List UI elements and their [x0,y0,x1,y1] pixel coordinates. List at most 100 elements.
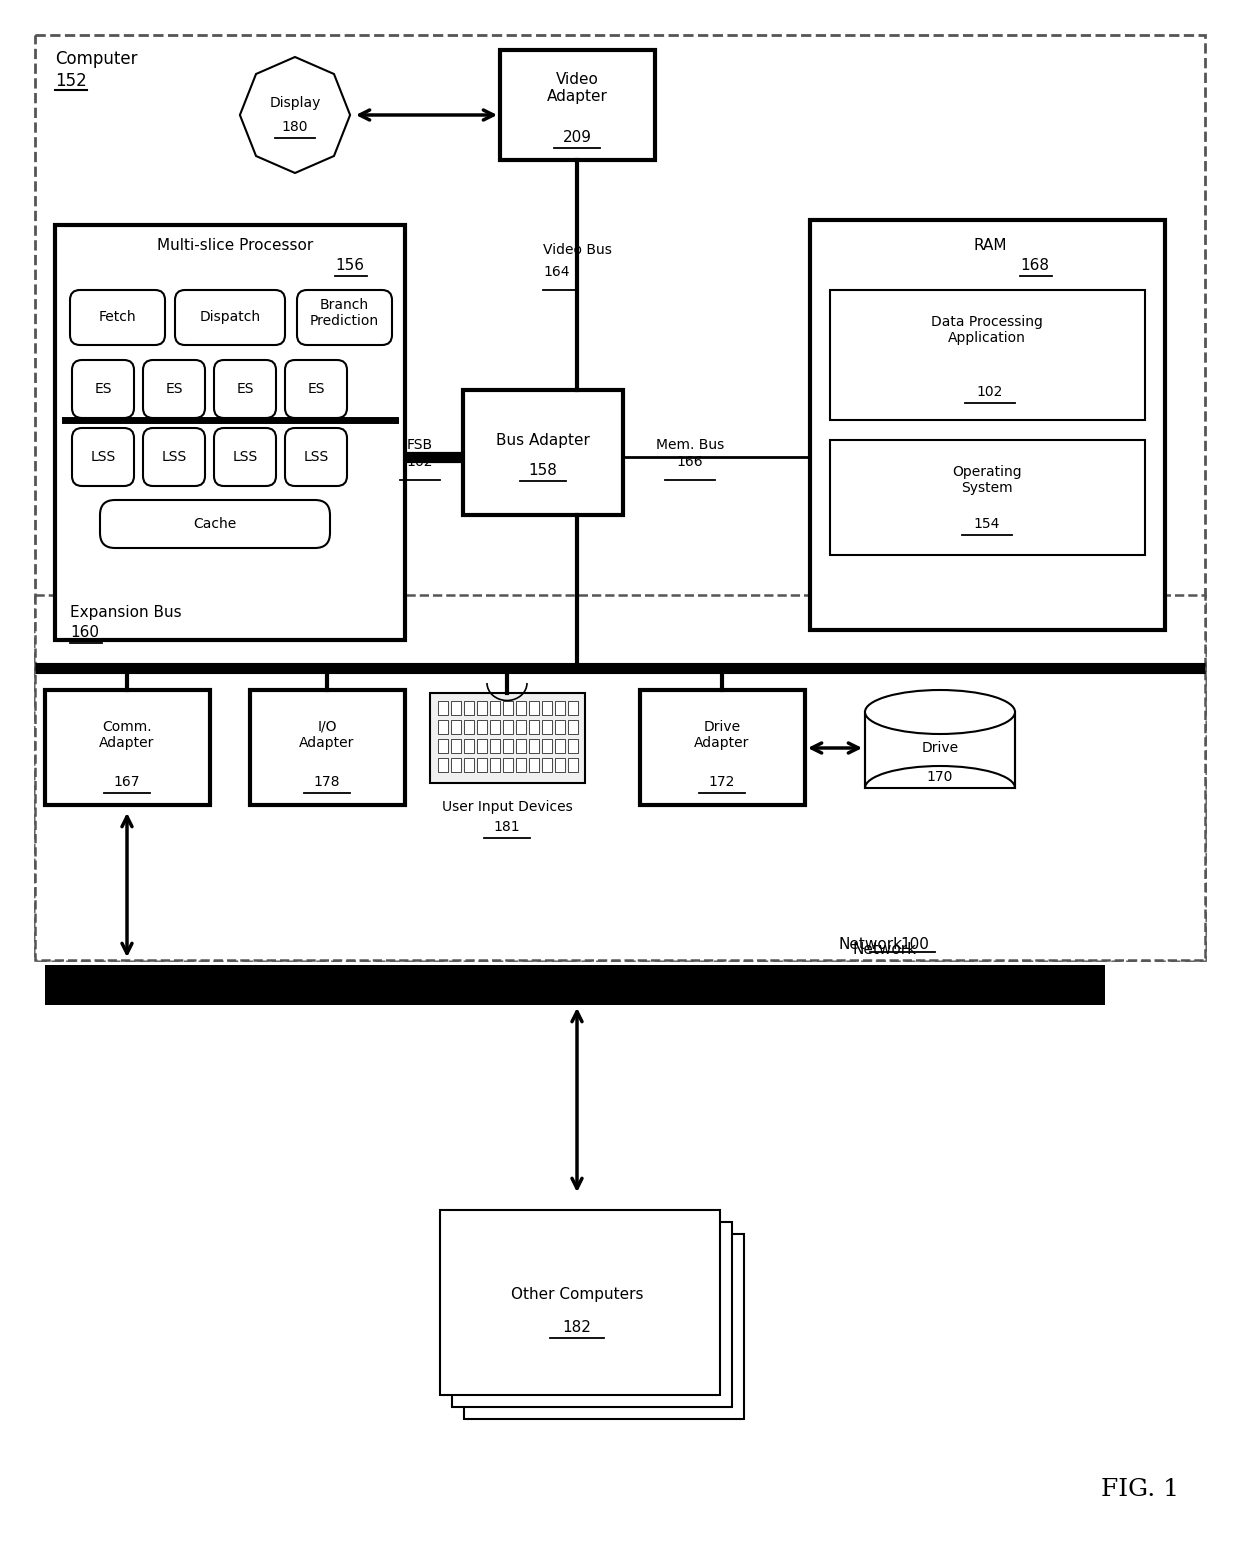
FancyBboxPatch shape [438,739,448,753]
Text: 160: 160 [69,625,99,640]
Text: Display: Display [269,96,321,110]
FancyBboxPatch shape [830,291,1145,421]
FancyBboxPatch shape [503,720,513,734]
Text: 156: 156 [335,258,365,274]
FancyBboxPatch shape [451,739,461,753]
Text: Expansion Bus: Expansion Bus [69,604,181,620]
Text: 178: 178 [314,775,340,788]
Text: FSB: FSB [407,438,433,451]
FancyBboxPatch shape [542,739,552,753]
FancyBboxPatch shape [285,360,347,417]
Text: 181: 181 [494,819,521,833]
FancyBboxPatch shape [556,758,565,771]
Text: 102: 102 [977,385,1003,399]
FancyBboxPatch shape [490,739,500,753]
Text: LSS: LSS [91,450,115,464]
Text: Comm.
Adapter: Comm. Adapter [99,720,155,750]
FancyBboxPatch shape [464,720,474,734]
FancyBboxPatch shape [285,428,347,485]
FancyBboxPatch shape [453,1221,732,1407]
FancyBboxPatch shape [430,693,585,782]
FancyBboxPatch shape [503,758,513,771]
FancyBboxPatch shape [810,220,1166,631]
Text: 164: 164 [543,264,569,278]
Text: Other Computers: Other Computers [511,1288,644,1302]
FancyBboxPatch shape [568,758,578,771]
FancyBboxPatch shape [490,700,500,714]
Text: LSS: LSS [232,450,258,464]
FancyBboxPatch shape [215,360,277,417]
FancyBboxPatch shape [477,720,487,734]
FancyBboxPatch shape [451,720,461,734]
FancyBboxPatch shape [464,1234,744,1419]
Text: I/O
Adapter: I/O Adapter [299,720,355,750]
FancyBboxPatch shape [477,700,487,714]
FancyBboxPatch shape [55,226,405,640]
FancyBboxPatch shape [440,1211,720,1394]
Text: Data Processing
Application: Data Processing Application [931,315,1043,345]
FancyBboxPatch shape [529,720,539,734]
Text: Operating
System: Operating System [952,465,1022,495]
Text: Drive: Drive [921,741,959,754]
FancyBboxPatch shape [568,739,578,753]
FancyBboxPatch shape [556,739,565,753]
FancyBboxPatch shape [568,720,578,734]
FancyBboxPatch shape [35,36,1205,960]
Text: ES: ES [165,382,182,396]
Text: ES: ES [94,382,112,396]
Text: 152: 152 [55,73,87,90]
FancyBboxPatch shape [298,291,392,345]
FancyBboxPatch shape [464,739,474,753]
FancyBboxPatch shape [464,758,474,771]
FancyBboxPatch shape [556,720,565,734]
Text: RAM: RAM [973,238,1007,254]
Text: ES: ES [308,382,325,396]
Polygon shape [239,57,350,173]
FancyBboxPatch shape [568,700,578,714]
FancyBboxPatch shape [72,428,134,485]
Text: 166: 166 [677,455,703,468]
Text: 100: 100 [900,937,929,952]
Text: 172: 172 [709,775,735,788]
FancyBboxPatch shape [438,758,448,771]
FancyBboxPatch shape [463,390,622,515]
FancyBboxPatch shape [529,758,539,771]
FancyBboxPatch shape [175,291,285,345]
FancyBboxPatch shape [35,595,1205,960]
Text: Cache: Cache [193,516,237,530]
Text: Branch
Prediction: Branch Prediction [310,298,378,328]
Text: Network: Network [853,942,918,957]
FancyBboxPatch shape [143,360,205,417]
Text: 100: 100 [895,976,925,989]
FancyBboxPatch shape [143,428,205,485]
Text: Computer: Computer [55,49,138,68]
Text: Multi-slice Processor: Multi-slice Processor [157,238,314,254]
FancyBboxPatch shape [45,965,1105,1005]
Text: 170: 170 [926,770,954,784]
FancyBboxPatch shape [529,700,539,714]
Text: ES: ES [237,382,254,396]
Text: Network: Network [838,937,901,952]
FancyBboxPatch shape [250,690,405,805]
Text: Dispatch: Dispatch [200,311,260,325]
FancyBboxPatch shape [516,700,526,714]
Text: 209: 209 [563,130,591,145]
FancyBboxPatch shape [490,758,500,771]
Text: Video Bus: Video Bus [543,243,611,257]
FancyBboxPatch shape [100,499,330,547]
FancyBboxPatch shape [542,720,552,734]
FancyBboxPatch shape [477,739,487,753]
Text: User Input Devices: User Input Devices [441,799,573,815]
Text: Bus Adapter: Bus Adapter [496,433,590,447]
FancyBboxPatch shape [438,720,448,734]
FancyBboxPatch shape [503,700,513,714]
Text: 167: 167 [114,775,140,788]
Text: 154: 154 [973,516,1001,530]
FancyBboxPatch shape [215,428,277,485]
FancyBboxPatch shape [542,758,552,771]
Text: Mem. Bus: Mem. Bus [656,438,724,451]
FancyBboxPatch shape [500,49,655,159]
FancyBboxPatch shape [516,720,526,734]
FancyBboxPatch shape [451,758,461,771]
FancyBboxPatch shape [556,700,565,714]
